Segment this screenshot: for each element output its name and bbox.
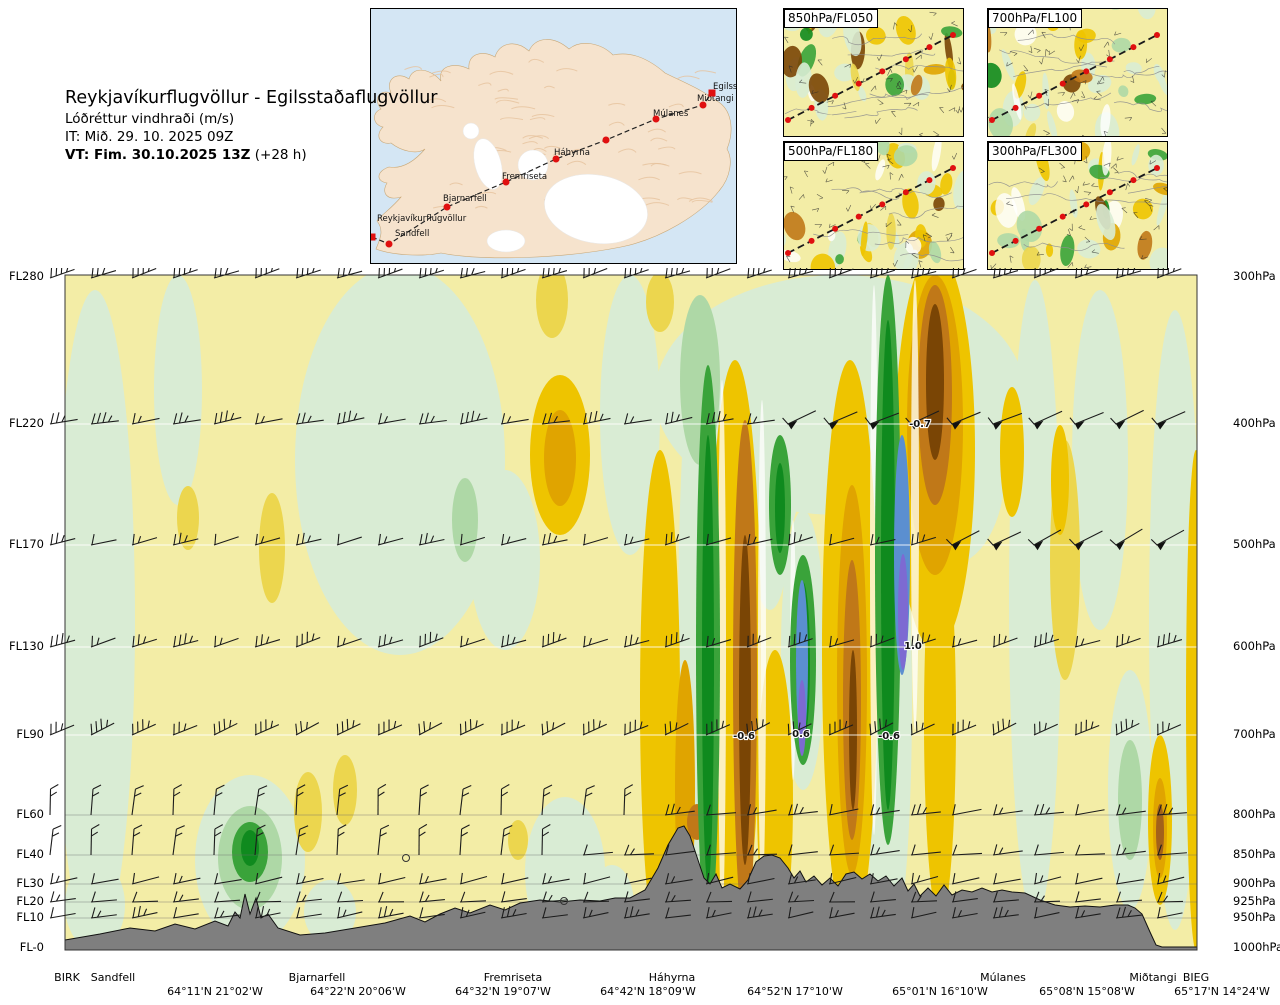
minimap-label: 850hPa/FL050 [784,9,879,28]
route-waypoint-marker [502,178,510,186]
station-name-label: Háhyrna [648,971,696,984]
title-block: Reykjavíkurflugvöllur - Egilsstaðaflugvö… [65,88,438,164]
pressure-level-label: 400hPa [1233,416,1276,430]
minimap-canvas [988,9,1167,136]
route-waypoint-marker [443,203,451,211]
contour-value-label: 1.0 [904,641,922,652]
page-title: Reykjavíkurflugvöllur - Egilsstaðaflugvö… [65,88,438,108]
flight-level-label: FL30 [16,876,44,890]
cross-section-chart: -0.7 1.0 -0.6 0.6 -0.6 [49,268,1198,951]
minimap-700hpa[interactable]: 700hPa/FL100 [987,8,1168,137]
station-name-label: Múlanes [980,971,1026,984]
flight-level-label: FL280 [9,269,44,283]
map-waypoint-label: Egilsstaðaflugvöllur [713,82,736,92]
valid-time-bold: VT: Fim. 30.10.2025 13Z [65,146,251,163]
pressure-level-label: 950hPa [1233,910,1276,924]
flight-level-label: FL-0 [19,940,44,954]
minimap-canvas [784,9,963,136]
minimap-300hpa[interactable]: 300hPa/FL300 [987,141,1168,270]
station-coord-label: 64°42'N 18°09'W [600,985,696,998]
station-coord-label: 65°08'N 15°08'W [1039,985,1135,998]
pressure-level-label: 500hPa [1233,537,1276,551]
route-waypoint-marker [602,136,610,144]
route-waypoint-marker [652,115,660,123]
route-waypoint-marker [699,101,707,109]
minimap-canvas [784,142,963,269]
flight-level-label: FL90 [16,727,44,741]
chart-subtitle: Lóðréttur vindhraði (m/s) [65,111,235,127]
contour-value-label: -0.7 [909,419,931,430]
valid-time-rest: (+28 h) [250,146,307,163]
contour-value-label: 0.6 [792,729,810,740]
contour-value-label: -0.6 [733,731,755,742]
map-waypoint-label: Reykjavíkurflugvöllur [377,214,467,224]
pressure-level-label: 925hPa [1233,894,1276,908]
valid-time: VT: Fim. 30.10.2025 13Z (+28 h) [65,147,438,165]
flight-level-label: FL170 [9,537,44,551]
flight-level-label: FL10 [16,910,44,924]
minimap-850hpa[interactable]: 850hPa/FL050 [783,8,964,137]
pressure-level-label: 600hPa [1233,639,1276,653]
station-coord-label: 65°17'N 14°24'W [1174,985,1270,998]
flight-level-label: FL60 [16,807,44,821]
station-coord-label: 64°52'N 17°10'W [747,985,843,998]
map-waypoint-label: Múlanes [653,109,689,119]
minimap-label: 300hPa/FL300 [988,142,1083,161]
init-time: IT: Mið. 29. 10. 2025 09Z [65,128,234,145]
iceland-route-map: Reykjavíkurflugvöllur Sandfell Bjarnarfell… [370,8,737,264]
flight-level-label: FL40 [16,847,44,861]
station-name-label: Sandfell [90,971,136,984]
station-name-label: BIRK [54,971,80,984]
station-name-label: Fremriseta [483,971,543,984]
station-name-label: BIEG [1182,971,1210,984]
station-coord-label: 64°32'N 19°07'W [455,985,551,998]
station-coord-label: 64°22'N 20°06'W [310,985,406,998]
minimap-canvas [988,142,1167,269]
flight-level-label: FL130 [9,639,44,653]
minimap-label: 700hPa/FL100 [988,9,1083,28]
flight-level-label: FL220 [9,416,44,430]
flight-level-label: FL20 [16,894,44,908]
pressure-level-label: 700hPa [1233,727,1276,741]
route-endpoint-marker [371,233,376,241]
pressure-level-label: 300hPa [1233,269,1276,283]
iceland-map-canvas: Reykjavíkurflugvöllur Sandfell Bjarnarfell… [371,9,736,263]
map-waypoint-label: Miðtangi [697,94,734,104]
contour-value-label: -0.6 [878,731,900,742]
pressure-level-label: 850hPa [1233,847,1276,861]
route-waypoint-marker [385,240,393,248]
station-coord-label: 65°01'N 16°10'W [892,985,988,998]
station-coord-label: 64°11'N 21°02'W [167,985,263,998]
pressure-level-label: 1000hPa [1233,940,1280,954]
map-waypoint-label: Bjarnarfell [443,194,487,204]
pressure-level-label: 900hPa [1233,876,1276,890]
minimap-500hpa[interactable]: 500hPa/FL180 [783,141,964,270]
pressure-level-label: 800hPa [1233,807,1276,821]
route-waypoint-marker [552,155,560,163]
map-waypoint-label: Háhyrna [554,148,590,158]
route-endpoint-marker [708,89,716,97]
station-name-label: Bjarnarfell [288,971,346,984]
station-name-label: Miðtangi [1129,971,1177,984]
map-waypoint-label: Sandfell [395,229,429,239]
map-waypoint-label: Fremriseta [502,172,547,182]
minimap-label: 500hPa/FL180 [784,142,879,161]
